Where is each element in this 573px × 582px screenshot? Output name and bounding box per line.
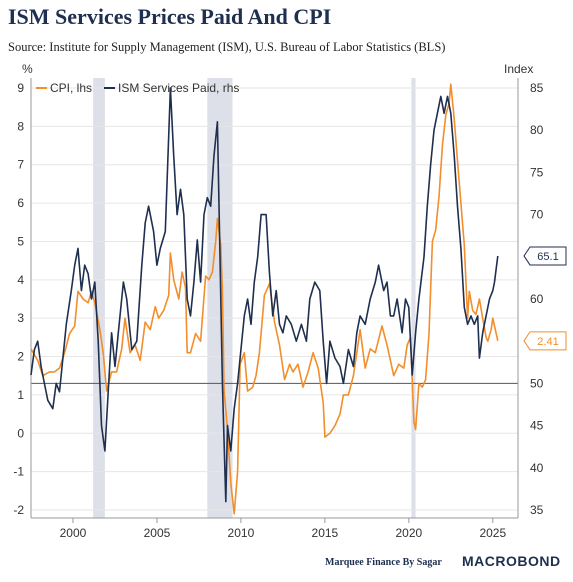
left-tick-label: 9 [17,81,24,95]
left-tick-label: 6 [17,196,24,210]
recession-band-0 [93,78,105,518]
right-tick-label: 35 [530,503,544,517]
ism-end-label-box [523,246,567,266]
right-tick-label: 70 [530,208,544,222]
legend-cpi-label: CPI, lhs [50,81,92,95]
cpi-line [30,83,499,515]
x-tick-label: 2020 [395,526,422,540]
left-tick-label: 4 [17,273,24,287]
right-tick-label: 45 [530,419,544,433]
left-tick-label: 7 [17,158,24,172]
x-tick-label: 2005 [144,526,171,540]
right-tick-label: 75 [530,165,544,179]
macrobond-logo: MACROBOND [462,553,561,569]
left-tick-label: 8 [17,119,24,133]
left-tick-label: 1 [17,388,24,402]
x-tick-label: 2010 [228,526,255,540]
cpi-end-label: 2.41 [537,336,558,348]
footer-credit: Marquee Finance By Sagar [325,557,442,568]
left-axis-unit: % [22,62,33,76]
right-tick-label: 85 [530,81,544,95]
left-tick-label: -2 [13,503,24,517]
chart-subtitle: Source: Institute for Supply Management … [8,40,446,54]
right-tick-label: 50 [530,376,544,390]
ism-end-label: 65.1 [537,251,558,263]
x-tick-label: 2015 [312,526,339,540]
right-tick-label: 80 [530,123,544,137]
chart-title: ISM Services Prices Paid And CPI [8,4,332,29]
ism-services-paid-line [30,87,499,503]
left-tick-label: 0 [17,426,24,440]
x-tick-label: 2000 [60,526,87,540]
right-axis-unit: Index [504,62,534,76]
left-tick-label: 3 [17,311,24,325]
left-tick-label: 5 [17,234,24,248]
right-tick-label: 40 [530,461,544,475]
recession-band-2 [411,78,416,518]
left-tick-label: -1 [13,465,24,479]
left-tick-label: 2 [17,350,24,364]
legend-ism-label: ISM Services Paid, rhs [118,81,239,95]
x-tick-label: 2025 [479,526,506,540]
cpi-end-label-box [523,331,567,351]
right-tick-label: 60 [530,292,544,306]
